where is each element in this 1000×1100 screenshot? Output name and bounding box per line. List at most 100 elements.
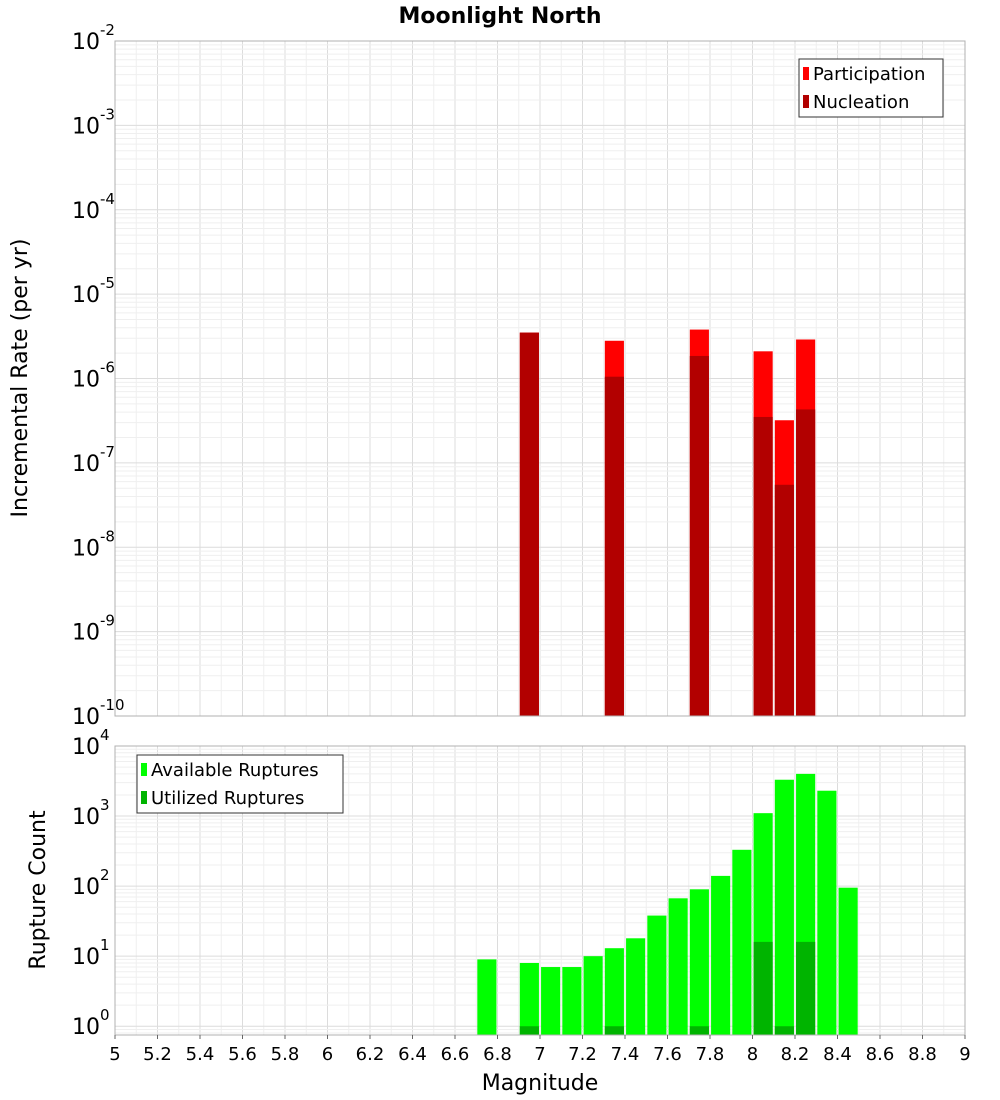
- y-tick-label: 10-5: [72, 274, 115, 308]
- x-tick-label: 6.4: [398, 1044, 427, 1065]
- count-y-axis-label: Rupture Count: [26, 810, 51, 970]
- bar-available-ruptures-7.55: [647, 915, 667, 1035]
- x-tick-label: 8.2: [781, 1044, 810, 1065]
- x-tick-label: 8: [747, 1044, 758, 1065]
- count-legend: Available Ruptures Utilized Ruptures: [136, 754, 344, 814]
- y-tick-base: 10: [72, 735, 100, 760]
- x-tick-label: 8.4: [823, 1044, 852, 1065]
- bar-available-ruptures-8.45: [838, 887, 858, 1035]
- bar-nucleation-8.05: [753, 416, 773, 716]
- nucleation-legend-swatch: [803, 95, 809, 108]
- bar-available-ruptures-6.75: [477, 959, 497, 1035]
- available-legend-swatch: [141, 763, 147, 776]
- y-tick-label: 10-2: [72, 21, 115, 55]
- bar-nucleation-6.95: [519, 332, 539, 716]
- y-tick-exponent: -7: [100, 443, 115, 461]
- y-tick-base: 10: [72, 114, 100, 139]
- y-tick-base: 10: [72, 30, 100, 55]
- x-tick-label: 5.2: [143, 1044, 172, 1065]
- bar-utilized-ruptures-8.15: [774, 1026, 794, 1035]
- y-tick-base: 10: [72, 1015, 100, 1040]
- bar-available-ruptures-7.75: [689, 889, 709, 1035]
- bar-nucleation-8.15: [774, 484, 794, 716]
- x-tick-label: 5.4: [186, 1044, 215, 1065]
- y-tick-label: 102: [72, 866, 110, 900]
- x-tick-label: 8.6: [866, 1044, 895, 1065]
- count-legend-box: [136, 754, 344, 814]
- x-tick-label: 6: [322, 1044, 333, 1065]
- y-tick-base: 10: [72, 283, 100, 308]
- bar-available-ruptures-8.35: [817, 790, 837, 1035]
- magnitude-x-ticks: 5 5.2 5.4 5.6 5.8 6 6.2 6.4 6.6 6.8 7 7.2 7.4 7.6 7.8 8…: [109, 1035, 971, 1065]
- chart-title: Moonlight North: [398, 4, 601, 29]
- utilized-legend-swatch: [141, 791, 147, 804]
- rate-bars: [519, 329, 816, 716]
- x-tick-label: 5.6: [228, 1044, 257, 1065]
- x-tick-label: 7.2: [568, 1044, 597, 1065]
- bar-available-ruptures-7.65: [668, 898, 688, 1035]
- participation-legend-swatch: [803, 67, 809, 80]
- y-tick-label: 104: [72, 726, 110, 760]
- y-tick-exponent: -5: [100, 274, 115, 292]
- utilized-legend-label: Utilized Ruptures: [151, 788, 304, 809]
- y-tick-exponent: 3: [100, 796, 110, 814]
- x-tick-label: 5: [109, 1044, 120, 1065]
- y-tick-base: 10: [72, 705, 100, 730]
- x-tick-label: 7.4: [611, 1044, 640, 1065]
- y-tick-label: 10-9: [72, 612, 115, 646]
- bar-utilized-ruptures-6.95: [519, 1026, 539, 1035]
- y-tick-exponent: -3: [100, 105, 115, 123]
- count-grid: [114, 745, 966, 1035]
- participation-legend-label: Participation: [813, 64, 925, 85]
- bar-available-ruptures-7.35: [604, 948, 624, 1035]
- nucleation-legend-label: Nucleation: [813, 92, 909, 113]
- y-tick-base: 10: [72, 621, 100, 646]
- rate-legend: Participation Nucleation: [798, 58, 944, 118]
- bar-available-ruptures-6.95: [519, 962, 539, 1035]
- y-tick-exponent: -9: [100, 612, 115, 630]
- bar-available-ruptures-7.45: [626, 938, 646, 1035]
- bar-nucleation-7.35: [604, 376, 624, 716]
- bar-available-ruptures-8.15: [774, 779, 794, 1035]
- bar-utilized-ruptures-7.35: [604, 1026, 624, 1035]
- y-tick-label: 100: [72, 1006, 110, 1040]
- bar-utilized-ruptures-8.05: [753, 941, 773, 1035]
- y-tick-exponent: -8: [100, 527, 115, 545]
- y-tick-label: 10-3: [72, 105, 115, 139]
- y-tick-label: 10-6: [72, 359, 115, 393]
- count-bars: [477, 773, 858, 1035]
- rate-legend-box: [798, 58, 944, 118]
- y-tick-exponent: 2: [100, 866, 110, 884]
- y-tick-base: 10: [72, 805, 100, 830]
- bar-nucleation-8.25: [796, 409, 816, 716]
- y-tick-exponent: 0: [100, 1006, 110, 1024]
- x-tick-label: 6.2: [356, 1044, 385, 1065]
- x-tick-label: 9: [959, 1044, 970, 1065]
- y-tick-base: 10: [72, 452, 100, 477]
- magnitude-x-axis-label: Magnitude: [482, 1071, 599, 1096]
- y-tick-base: 10: [72, 199, 100, 224]
- x-tick-label: 5.8: [271, 1044, 300, 1065]
- rate-plot-frame: [114, 40, 966, 717]
- y-tick-label: 103: [72, 796, 110, 830]
- x-tick-label: 8.8: [908, 1044, 937, 1065]
- bar-available-ruptures-7.25: [583, 956, 603, 1035]
- y-tick-label: 10-8: [72, 527, 115, 561]
- y-tick-label: 10-10: [72, 696, 125, 730]
- bar-available-ruptures-7.15: [562, 967, 582, 1035]
- bar-available-ruptures-7.05: [541, 967, 561, 1035]
- bar-utilized-ruptures-7.75: [689, 1026, 709, 1035]
- x-tick-label: 7.8: [696, 1044, 725, 1065]
- y-tick-base: 10: [72, 875, 100, 900]
- y-tick-exponent: -2: [100, 21, 115, 39]
- rate-y-axis-label: Incremental Rate (per yr): [8, 239, 33, 518]
- y-tick-label: 10-7: [72, 443, 115, 477]
- y-tick-label: 101: [72, 936, 110, 970]
- x-tick-label: 6.6: [441, 1044, 470, 1065]
- bar-nucleation-7.75: [689, 355, 709, 716]
